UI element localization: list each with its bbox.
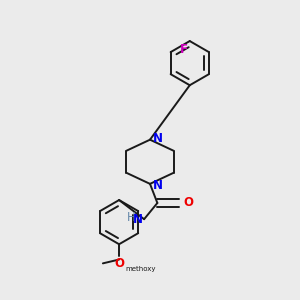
Text: O: O [184,196,194,209]
Text: N: N [153,179,163,192]
Text: N: N [133,213,142,226]
Text: methoxy: methoxy [125,266,155,272]
Text: N: N [153,132,163,145]
Text: O: O [114,257,124,271]
Text: H: H [127,211,135,224]
Text: F: F [179,43,188,56]
